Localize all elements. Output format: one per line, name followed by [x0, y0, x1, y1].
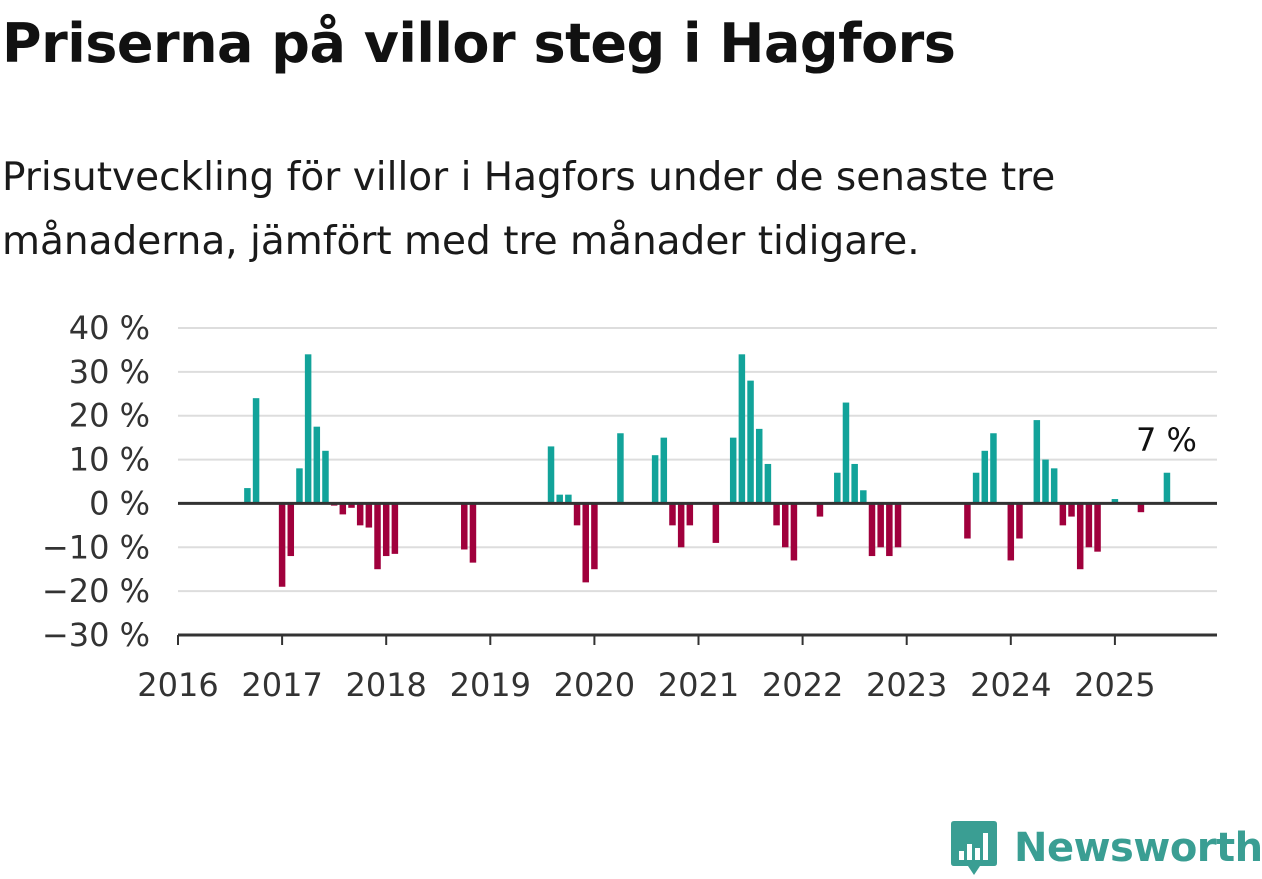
bar [339, 503, 347, 515]
bar [738, 354, 746, 504]
bar [556, 494, 563, 504]
bar [296, 468, 303, 504]
x-tick-label: 2024 [970, 666, 1051, 704]
bar [391, 503, 399, 554]
bar [764, 463, 772, 504]
bar [304, 354, 312, 504]
bar [322, 450, 329, 504]
bar [860, 490, 867, 504]
bar [1016, 503, 1023, 539]
bar [851, 463, 858, 504]
bar [565, 494, 572, 504]
bar [773, 503, 780, 526]
bar [1050, 468, 1058, 504]
grid-lines [178, 327, 1217, 593]
bar [313, 426, 321, 504]
bar [669, 503, 676, 526]
chart-subtitle: Prisutveckling för villor i Hagfors unde… [2, 155, 1056, 264]
x-tick-label: 2022 [762, 666, 843, 704]
bar [582, 503, 589, 583]
bar [1094, 503, 1101, 552]
axes [177, 501, 1217, 645]
tick-labels: −30 % −20 % −10 % 0 % 10 % 20 % 30 % 40 % 2016 20… [42, 309, 1197, 704]
bar [278, 503, 286, 587]
bar [1033, 420, 1041, 504]
bar [972, 472, 980, 504]
bar [747, 380, 754, 504]
y-tick-label: −10 % [42, 528, 150, 566]
bar [712, 503, 720, 543]
y-tick-label: 0 % [89, 484, 150, 522]
bar [1137, 503, 1145, 513]
x-tick-label: 2019 [450, 666, 531, 704]
x-tick-label: 2016 [137, 666, 218, 704]
y-tick-label: −20 % [42, 572, 150, 610]
y-tick-label: 40 % [69, 309, 150, 347]
bar [755, 428, 763, 504]
y-tick-label: 30 % [69, 353, 150, 391]
x-tick-label: 2023 [866, 666, 947, 704]
y-tick-label: −30 % [42, 616, 150, 654]
bar [729, 437, 737, 504]
bar [1076, 503, 1084, 570]
x-tick-label: 2018 [345, 666, 426, 704]
x-tick-label: 2021 [658, 666, 739, 704]
bar [365, 503, 373, 528]
bar [660, 437, 668, 504]
bar [617, 433, 624, 504]
bar [348, 503, 355, 508]
chart-title: Priserna på villor steg i Hagfors [2, 12, 956, 75]
bar [868, 503, 876, 557]
bar [547, 446, 555, 504]
bar [1042, 459, 1049, 504]
bar [834, 472, 841, 504]
bar [1068, 503, 1075, 517]
bar [842, 402, 850, 504]
bar [356, 503, 364, 526]
bar [1007, 503, 1015, 561]
bars [244, 354, 1171, 587]
bar [374, 503, 381, 570]
bar [287, 503, 295, 557]
bar [1059, 503, 1067, 526]
bar [990, 433, 997, 504]
bar [252, 398, 260, 504]
bar [790, 503, 798, 561]
x-tick-label: 2017 [241, 666, 322, 704]
bar [573, 503, 581, 526]
bar [1085, 503, 1093, 548]
newsworthy-logo-icon [951, 821, 997, 875]
bar [651, 455, 659, 504]
bar [877, 503, 884, 548]
latest-value-label: 7 % [1136, 421, 1197, 459]
bar [244, 488, 251, 504]
bar [1163, 472, 1171, 504]
y-tick-label: 20 % [69, 397, 150, 435]
newsworthy-logo: Newsworthy [950, 818, 1262, 878]
bar [886, 503, 893, 557]
bar [964, 503, 971, 539]
y-tick-label: 10 % [69, 441, 150, 479]
brand-name: Newsworthy [1014, 825, 1262, 871]
bar [677, 503, 685, 548]
bar [981, 450, 989, 504]
bar [894, 503, 902, 548]
x-tick-label: 2025 [1074, 666, 1155, 704]
bar [469, 503, 477, 563]
bar [686, 503, 694, 526]
bar [591, 503, 598, 570]
bar [782, 503, 789, 548]
bar [461, 503, 468, 550]
bar [816, 503, 824, 517]
bar [1111, 499, 1119, 504]
bar [382, 503, 390, 557]
x-tick-label: 2020 [554, 666, 635, 704]
